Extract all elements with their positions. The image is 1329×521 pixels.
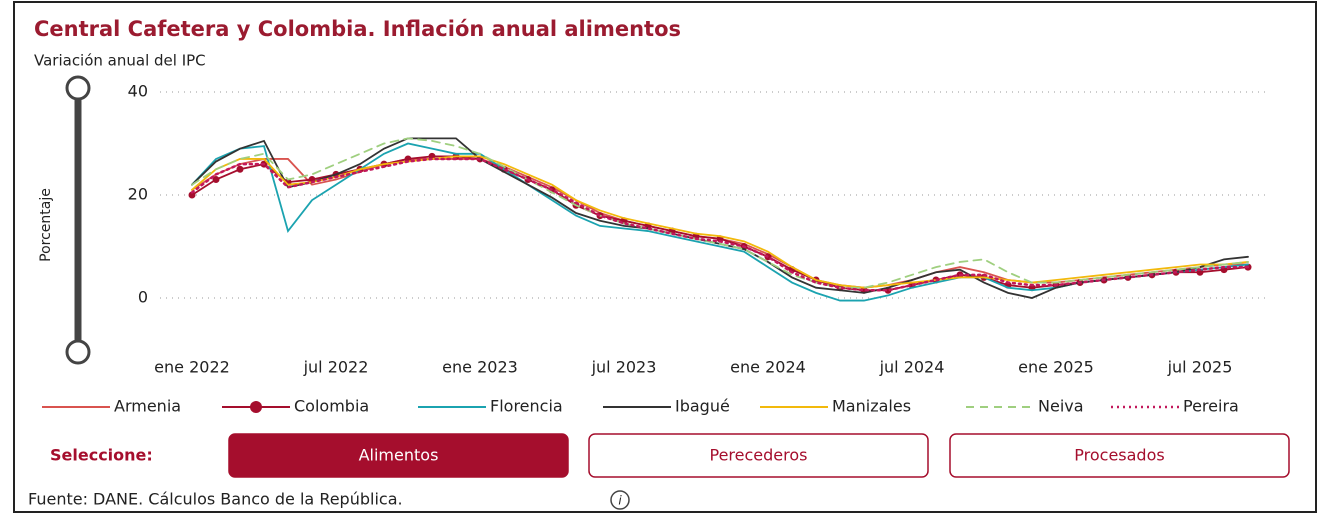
x-tick-label: ene 2024 <box>730 358 806 377</box>
y-tick-label: 0 <box>138 288 148 307</box>
x-tick-label: jul 2024 <box>879 358 945 377</box>
series-line <box>191 137 1249 289</box>
x-tick-label: ene 2025 <box>1018 358 1094 377</box>
legend-label: Neiva <box>1038 397 1084 416</box>
tab-button[interactable] <box>228 433 569 478</box>
legend-label: Manizales <box>832 397 911 416</box>
series-marker <box>188 191 196 199</box>
legend-label: Pereira <box>1183 397 1239 416</box>
x-tick-label: jul 2025 <box>1167 358 1233 377</box>
info-icon[interactable] <box>610 490 630 510</box>
legend-label: Ibagué <box>675 397 730 416</box>
tab-button-label[interactable]: Alimentos <box>359 446 439 465</box>
legend-label: Armenia <box>114 397 181 416</box>
slider-handle[interactable] <box>65 339 91 365</box>
legend-label: Florencia <box>490 397 563 416</box>
chart-subtitle: Variación anual del IPC <box>34 52 206 70</box>
tab-button[interactable] <box>949 433 1290 478</box>
x-tick-label: ene 2022 <box>154 358 230 377</box>
y-axis-label: Porcentaje <box>38 188 54 262</box>
series-marker <box>212 176 220 184</box>
x-tick-label: ene 2023 <box>442 358 518 377</box>
legend-label: Colombia <box>294 397 369 416</box>
info-icon-glyph: i <box>618 494 622 508</box>
tab-button-label[interactable]: Procesados <box>1074 446 1164 465</box>
x-tick-label: jul 2023 <box>591 358 657 377</box>
series-line <box>190 157 1250 292</box>
tab-button[interactable] <box>588 433 929 478</box>
chart-title: Central Cafetera y Colombia. Inflación a… <box>34 17 681 41</box>
source: Fuente: DANE. Cálculos Banco de la Repúb… <box>28 490 403 509</box>
x-tick-label: jul 2022 <box>303 358 369 377</box>
tab-button-label[interactable]: Perecederos <box>710 446 808 465</box>
selector-label: Seleccione: <box>50 446 153 465</box>
frame <box>13 1 1317 513</box>
y-tick-label: 20 <box>128 185 148 204</box>
series-marker <box>236 165 244 173</box>
legend-marker <box>250 401 262 413</box>
slider-handle[interactable] <box>65 75 91 101</box>
y-tick-label: 40 <box>128 82 148 101</box>
series-line <box>191 155 1249 289</box>
